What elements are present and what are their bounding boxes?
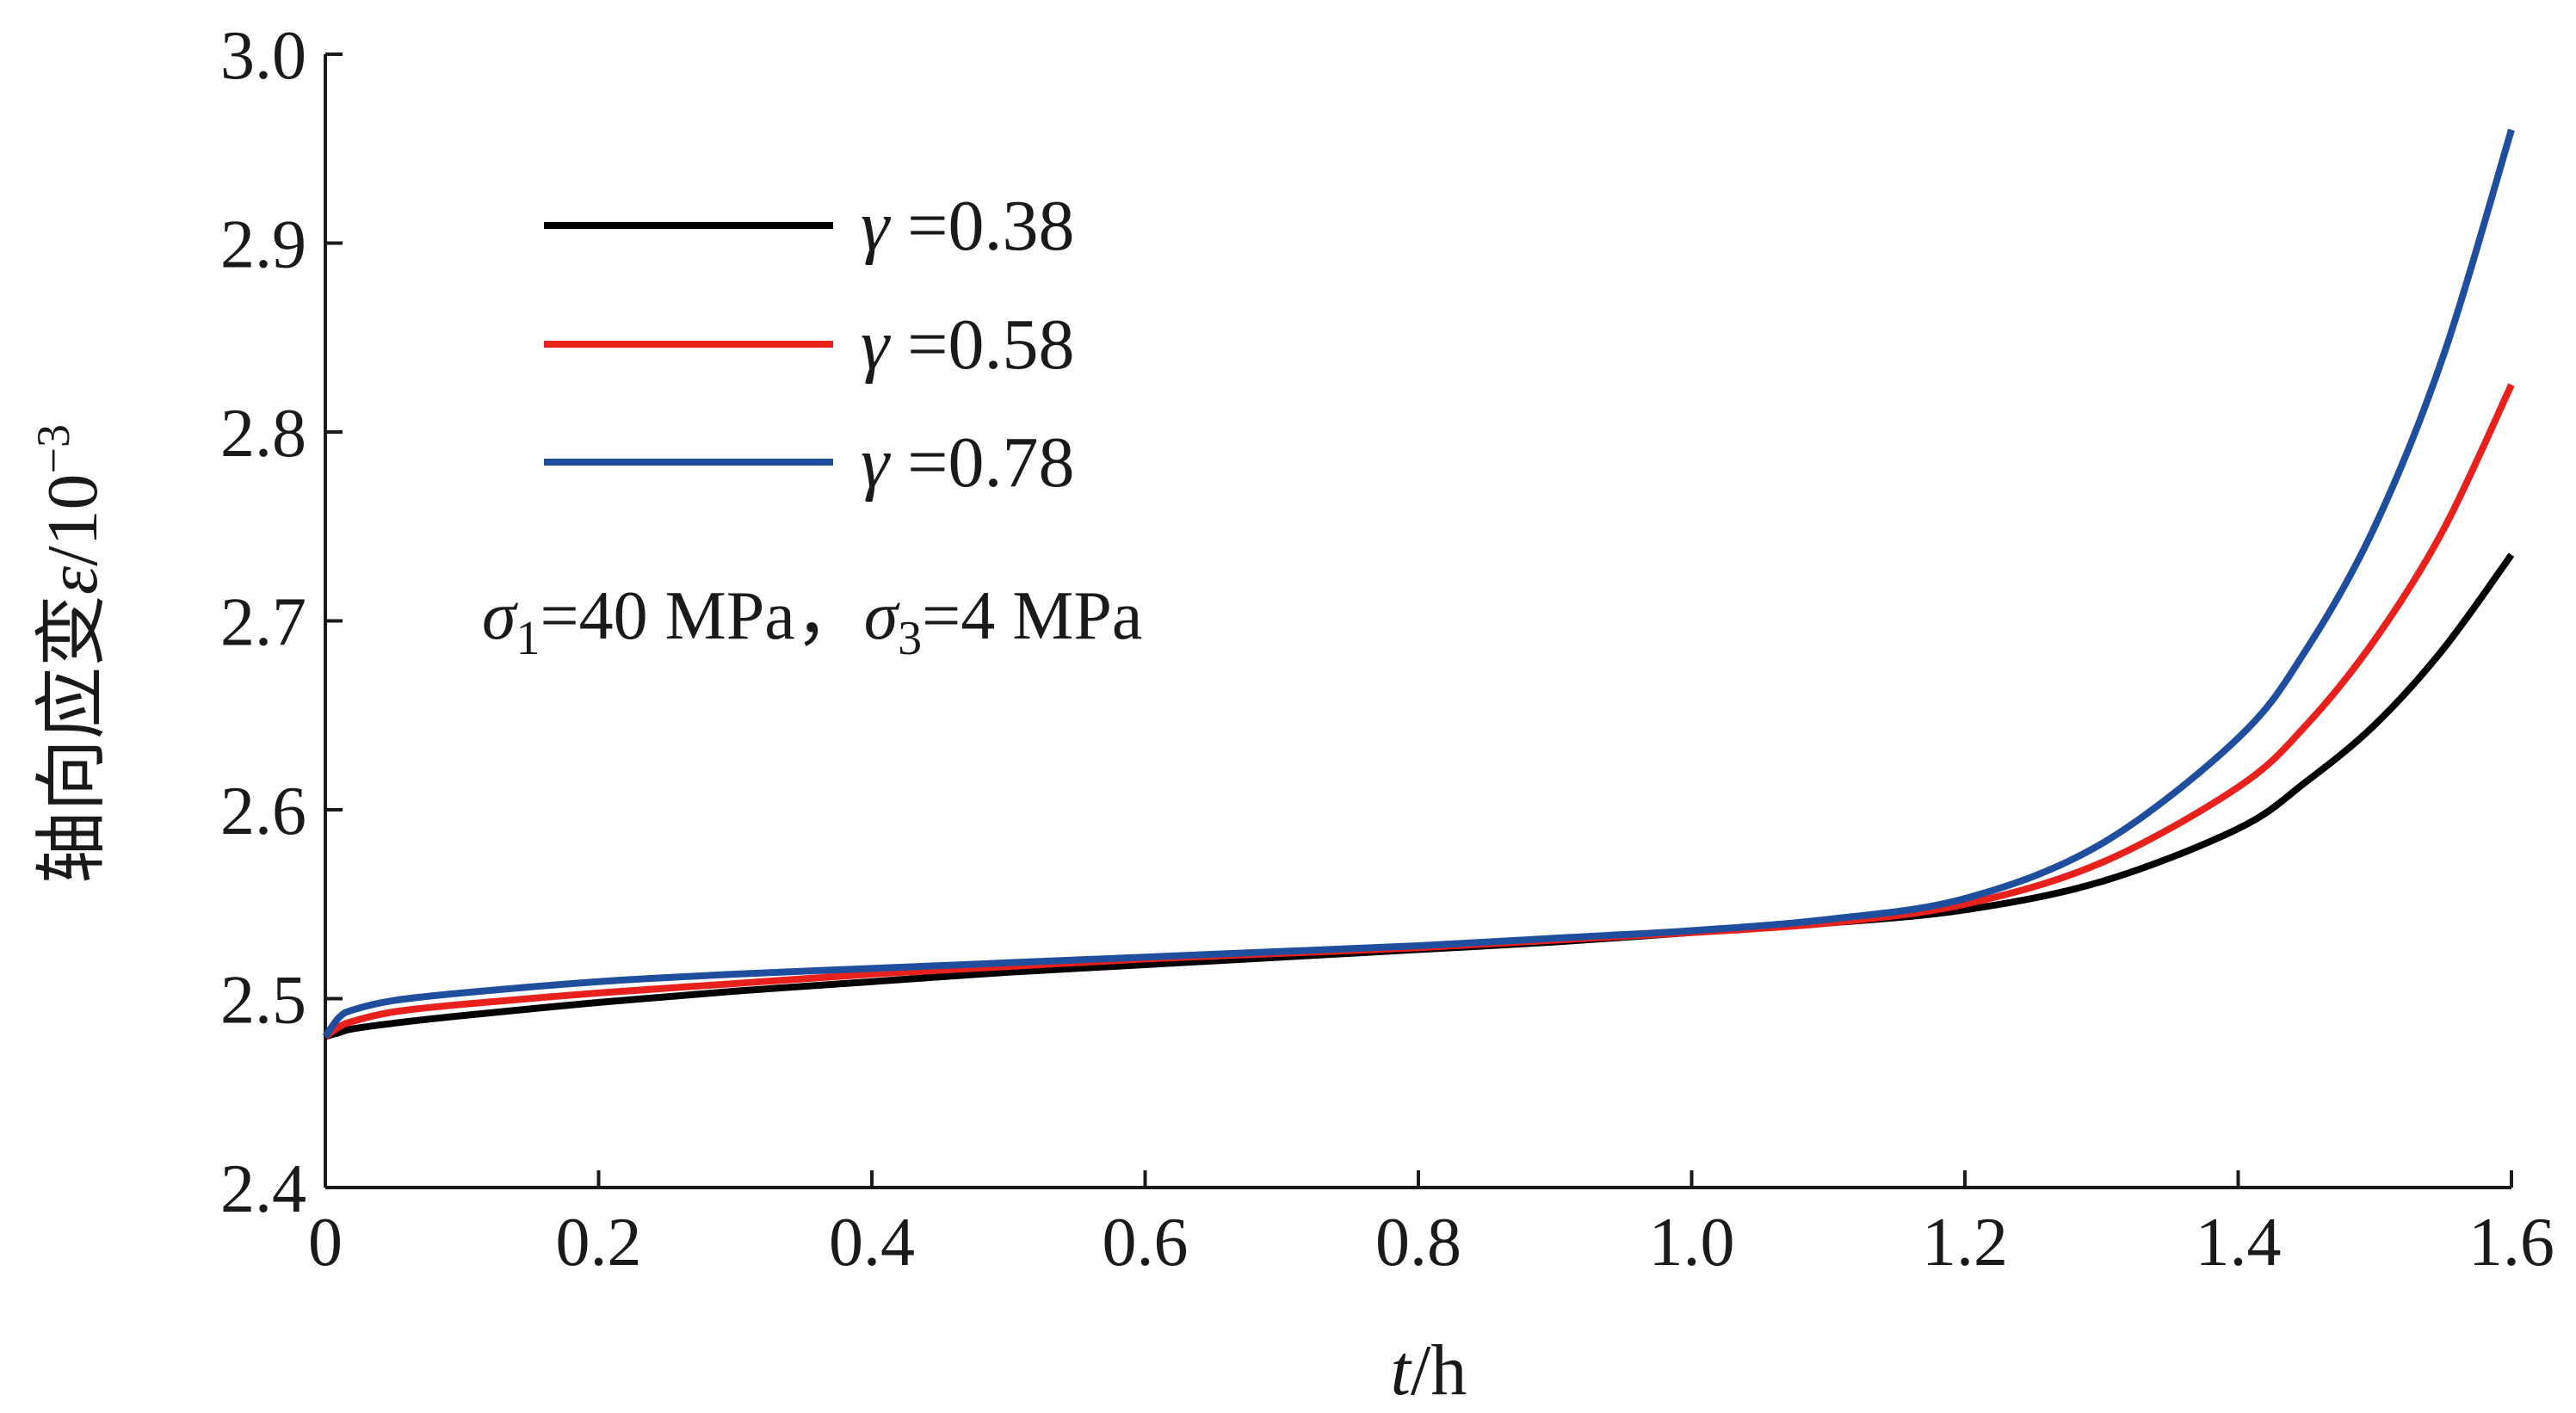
y-tick-label: 2.4	[220, 1151, 306, 1227]
x-tick-label: 0.2	[556, 1205, 642, 1280]
x-tick-label: 1.4	[2196, 1205, 2282, 1280]
y-tick-label: 2.6	[220, 774, 306, 849]
x-axis-title: t/h	[1391, 1330, 1467, 1410]
series-layer	[322, 128, 2515, 1040]
x-tick-label: 0	[308, 1205, 343, 1280]
legend: γ =0.38 γ =0.58 γ =0.78	[544, 186, 1074, 503]
legend-label-0: γ =0.38	[861, 186, 1074, 266]
y-tick-label: 2.8	[220, 396, 306, 472]
legend-label-2: γ =0.78	[861, 423, 1074, 503]
y-tick-label: 3.0	[220, 18, 306, 94]
y-tick-label: 2.9	[220, 207, 306, 283]
axes: 0 0.2 0.4 0.6 0.8 1.0 1.2 1.4 1.6 2.4 2.5 2.6 2.7 2.8…	[220, 18, 2554, 1280]
x-tick-label: 0.6	[1103, 1205, 1189, 1280]
annotation: σ1=40 MPa，σ3=4 MPa	[482, 578, 1142, 665]
x-tick-label: 0.4	[829, 1205, 915, 1280]
series-line-2	[322, 128, 2515, 1039]
x-tick-label: 0.8	[1375, 1205, 1461, 1280]
y-tick-label: 2.5	[220, 963, 306, 1039]
series-line-1	[323, 383, 2515, 1040]
legend-label-1: γ =0.58	[861, 305, 1074, 385]
x-tick-label: 1.6	[2468, 1205, 2554, 1280]
x-tick-label: 1.0	[1649, 1205, 1735, 1280]
y-tick-label: 2.7	[220, 585, 306, 661]
y-axis-title: 轴向应变ε/10−3	[28, 424, 113, 884]
x-tick-label: 1.2	[1922, 1205, 2008, 1280]
